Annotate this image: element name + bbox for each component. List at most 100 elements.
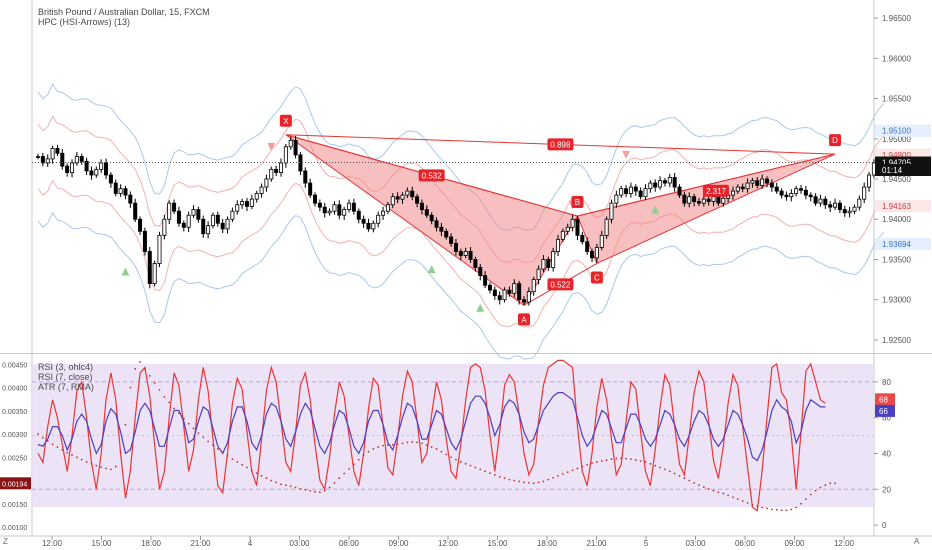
candle-body [765,178,770,184]
down-arrow-marker [622,150,631,159]
candle-body [36,156,41,158]
candle-body [104,162,109,176]
indicator-label[interactable]: HPC (HSI-Arrows) (13) [38,17,131,27]
rsi-tick-label: 60 [882,414,891,423]
time-tick-label: 21:00 [190,539,211,548]
candle-body [803,189,808,196]
candle-body [512,283,517,294]
time-tick-label: 03:00 [685,539,706,548]
atr-dot [484,470,487,473]
candle-body [356,210,361,220]
candle-body [283,146,288,164]
atr-dot [654,464,657,467]
atr-dot [37,433,39,435]
auto-scale-button[interactable]: A [914,537,920,546]
candle-body [837,202,842,210]
candle-body [385,204,390,212]
candle-body [55,148,60,154]
candle-body [405,190,410,196]
atr-dot [221,451,224,454]
candle-body [128,194,133,204]
candle-body [619,188,624,196]
atr-dot [144,368,146,370]
atr-dot [114,465,117,468]
rsi-value-label: 66 [879,407,888,416]
atr-dot [581,465,584,468]
price-tick-label: 1.96000 [882,54,911,63]
candle-body [94,168,99,176]
candle-body [390,196,395,206]
atr-value-label: 0.00194 [2,481,27,488]
atr-dot [727,494,730,497]
atr-dot [605,459,608,461]
candle-body [230,210,235,220]
price-tick-label: 1.95500 [882,95,911,104]
time-tick-label: 12:00 [438,539,459,548]
atr-dot [819,486,822,489]
atr-dot [367,450,370,453]
atr-dot [362,454,365,456]
atr-dot [732,496,734,499]
candle-body [609,202,614,220]
candle-body [210,214,215,227]
atr-dot [411,441,414,443]
zoom-corner[interactable]: Z [3,537,8,546]
candle-body [40,156,45,164]
candle-body [502,289,507,301]
atr-dot [246,466,248,469]
atr-legend[interactable]: ATR (7, RMA) [38,382,94,392]
atr-tick-label: 0.00450 [2,362,27,369]
atr-dot [600,460,603,462]
atr-dot [809,493,812,496]
atr-dot [688,479,691,482]
candle-body [862,186,867,200]
candle-body [152,263,157,285]
symbol-title[interactable]: British Pound / Australian Dollar, 15, F… [38,7,210,17]
atr-dot [532,482,535,485]
candle-body [813,196,818,204]
candle-body [808,194,813,198]
atr-dot [377,446,380,448]
atr-dot [751,503,754,506]
candle-body [366,222,371,230]
rsi3-legend[interactable]: RSI (3, ohlc4) [38,362,94,372]
atr-dot [328,486,331,489]
atr-dot [353,463,355,466]
candle-body [133,202,138,220]
atr-dot [85,461,88,463]
candle-body [254,193,259,200]
price-tick-label: 1.96500 [882,14,911,23]
candle-body [181,222,186,228]
candle-body [453,242,458,252]
atr-dot [61,448,64,451]
candle-body [60,152,65,167]
point-label-x: X [283,117,289,126]
atr-dot [250,469,253,472]
point-label-box [279,114,292,127]
candle-body [274,168,279,173]
candle-body [65,165,70,173]
atr-dot [216,448,219,450]
candle-body [682,194,687,204]
atr-dot [387,444,389,447]
time-tick-label: 18:00 [537,539,558,548]
atr-dot [382,444,384,447]
atr-dot [780,509,783,512]
candle-body [580,234,585,243]
candle-body [701,198,706,204]
point-label-d: D [832,136,838,145]
atr-dot [668,470,671,473]
atr-dot [474,466,477,469]
atr-dot [148,375,151,377]
price-axis-label: 01:14 [882,166,903,175]
candle-body [99,162,104,170]
atr-dot [634,459,637,461]
candle-body [551,251,556,268]
time-tick-label: 03:00 [289,539,310,548]
atr-dot [785,509,788,512]
atr-dot [834,482,836,485]
rsi7-legend[interactable]: RSI (7, close) [38,372,93,382]
candle-body [769,182,774,188]
candle-body [789,193,794,198]
